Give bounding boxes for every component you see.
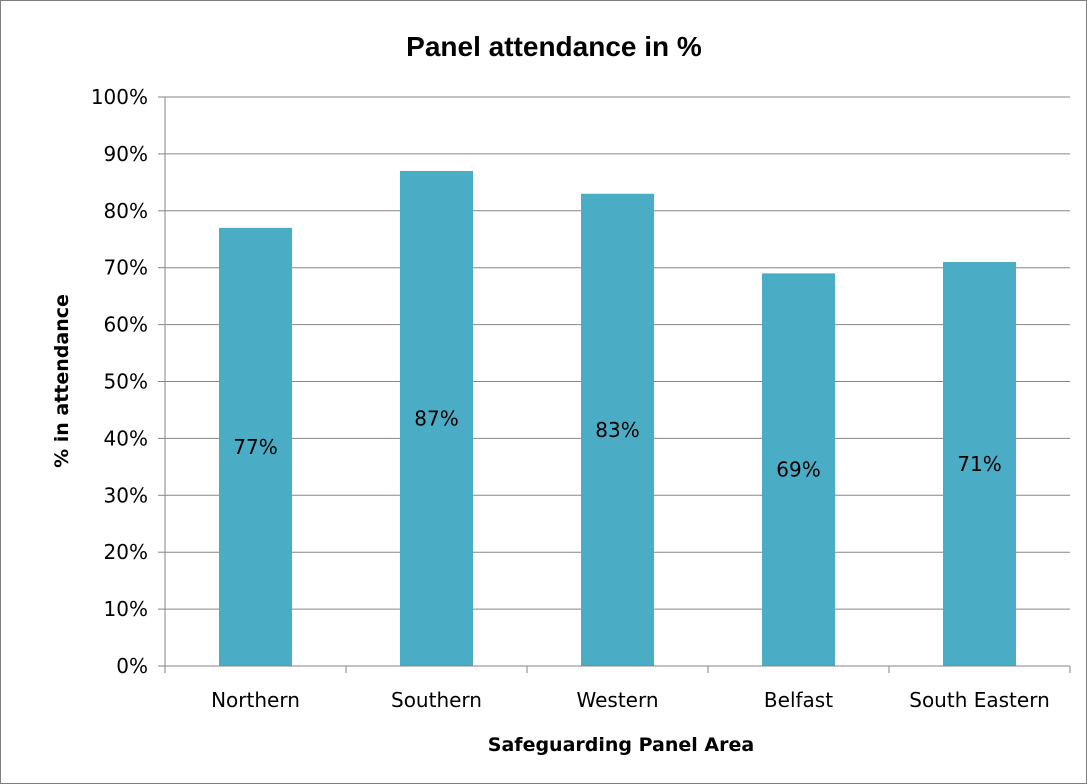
data-label: 77%: [233, 435, 277, 459]
bar: [400, 170, 473, 666]
x-tick-label: Southern: [391, 688, 482, 712]
x-tick-label: Western: [576, 688, 658, 712]
y-tick-labels: 0% 10% 20% 30% 40% 50% 60% 70% 80% 90% 100%: [91, 85, 148, 678]
y-tick-label: 30%: [104, 483, 148, 507]
y-tick-label: 60%: [104, 313, 148, 337]
data-label: 83%: [595, 418, 639, 442]
data-label: 69%: [776, 458, 820, 482]
bar: [219, 227, 292, 666]
chart-title: Panel attendance in %: [406, 31, 702, 62]
y-tick-label: 100%: [91, 85, 148, 109]
y-tick-label: 50%: [104, 370, 148, 394]
data-label: 87%: [414, 406, 458, 430]
axes: [158, 96, 1071, 673]
x-tick-label: Belfast: [764, 688, 833, 712]
bar: [943, 262, 1016, 666]
y-tick-label: 90%: [104, 142, 148, 166]
data-label: 71%: [957, 452, 1001, 476]
bars: [219, 170, 1016, 667]
y-tick-label: 20%: [104, 540, 148, 564]
gridlines: [165, 96, 1070, 610]
bar: [762, 273, 835, 666]
data-labels: 77% 87% 83% 69% 71%: [233, 406, 1001, 481]
y-tick-label: 10%: [104, 597, 148, 621]
bar: [581, 193, 654, 667]
y-axis-title: % in attendance: [51, 294, 73, 468]
y-tick-label: 40%: [104, 426, 148, 450]
y-tick-label: 0%: [116, 654, 148, 678]
x-tick-label: Northern: [211, 688, 300, 712]
x-tick-label: South Eastern: [909, 688, 1050, 712]
x-axis-title: Safeguarding Panel Area: [488, 734, 754, 756]
y-tick-label: 80%: [104, 199, 148, 223]
y-tick-label: 70%: [104, 256, 148, 280]
x-tick-labels: Northern Southern Western Belfast South East…: [211, 688, 1050, 712]
